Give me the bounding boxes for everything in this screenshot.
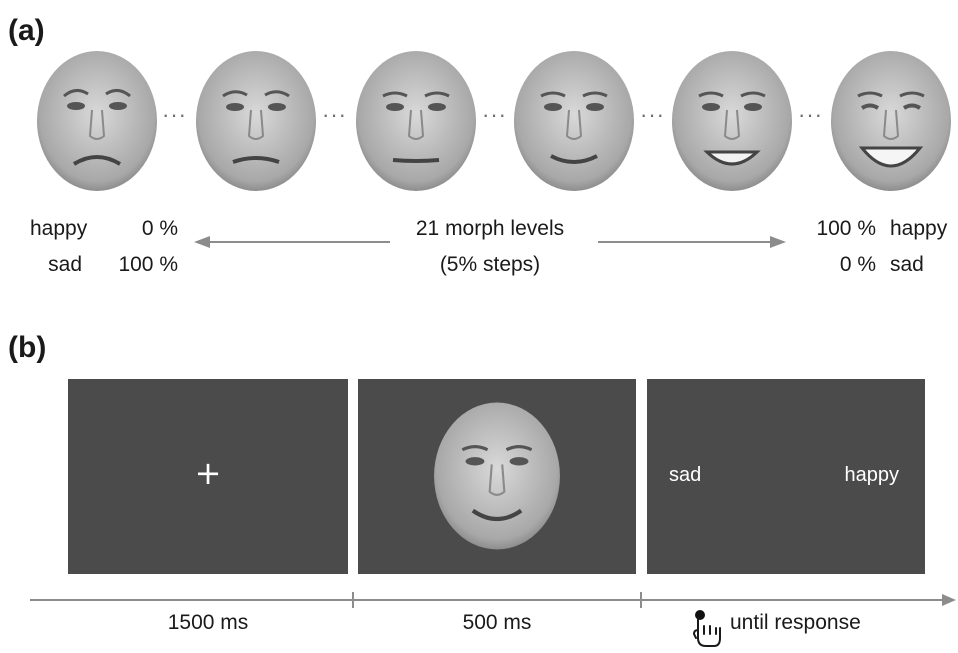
morph-levels-text: 21 morph levels	[415, 217, 565, 240]
face-morph-4	[514, 51, 634, 191]
fixation-cross: +	[194, 454, 222, 492]
right-scale-sad-name: sad	[890, 253, 924, 276]
duration-fixation: 1500 ms	[167, 611, 249, 634]
response-option-happy: happy	[844, 464, 900, 486]
face-stimulus-screen	[358, 379, 636, 574]
ellipsis-5: ···	[798, 102, 823, 127]
panel-b-label: (b)	[8, 331, 47, 364]
morph-face-row: ··· ··· ··· ··· ···	[0, 0, 958, 200]
fixation-screen: +	[68, 379, 348, 574]
left-scale-sad-name: sad	[48, 253, 82, 276]
face-morph-2	[196, 51, 316, 191]
duration-response: until response	[730, 611, 861, 634]
ellipsis-4: ···	[640, 102, 665, 127]
right-scale-happy-name: happy	[890, 217, 948, 240]
ellipsis-1: ···	[162, 102, 187, 127]
response-screen: sad happy	[647, 379, 925, 574]
ellipsis-3: ···	[482, 102, 507, 127]
duration-face: 500 ms	[462, 611, 532, 634]
left-scale-happy-value: 0 %	[141, 217, 178, 240]
face-morph-3	[356, 51, 476, 191]
right-scale-sad-value: 0 %	[839, 253, 876, 276]
left-arrow	[194, 236, 390, 248]
face-morph-happy-100	[831, 51, 951, 191]
stimulus-face	[434, 402, 560, 550]
right-scale-happy-value: 100 %	[816, 217, 876, 240]
right-arrow	[598, 236, 786, 248]
timeline-axis	[30, 592, 956, 608]
left-scale-sad-value: 100 %	[118, 253, 178, 276]
left-scale-happy-name: happy	[30, 217, 88, 240]
panel-a-label: (a)	[8, 14, 45, 47]
face-morph-sad-100	[37, 51, 157, 191]
morph-steps-text: (5% steps)	[439, 253, 541, 276]
face-morph-5	[672, 51, 792, 191]
response-option-sad: sad	[669, 464, 702, 486]
ellipsis-2: ···	[322, 102, 347, 127]
pointing-hand-icon	[692, 610, 721, 647]
